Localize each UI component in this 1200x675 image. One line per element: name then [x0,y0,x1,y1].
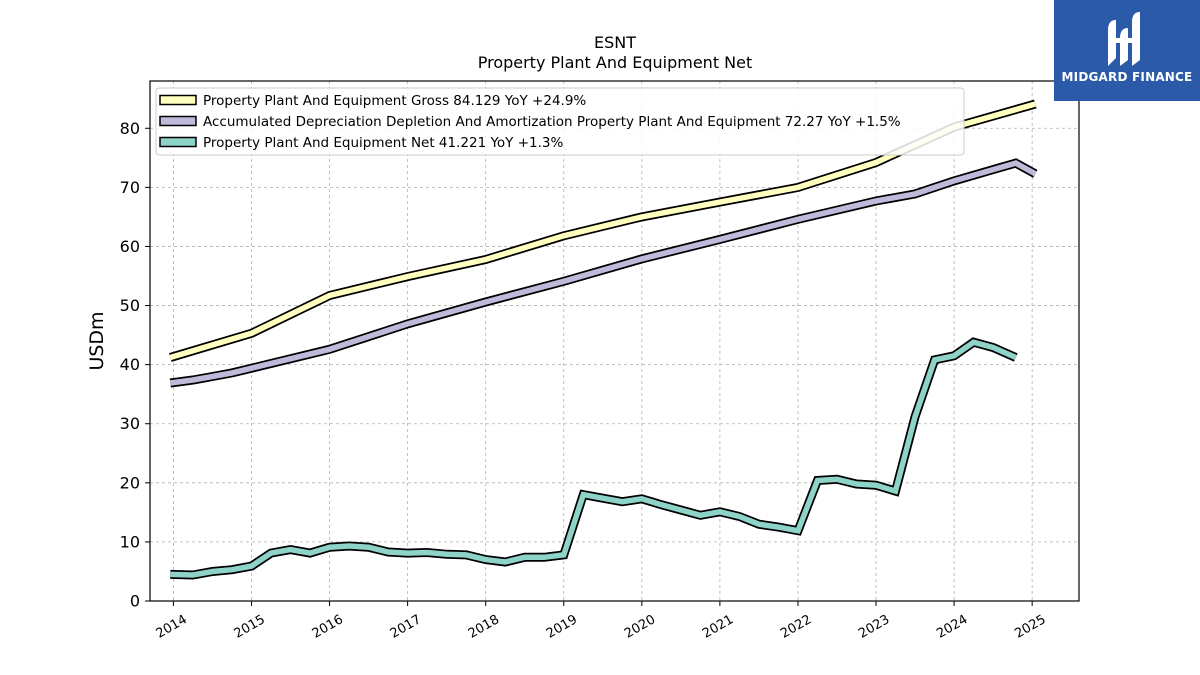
series-line-2 [169,160,1037,386]
x-tick-label: 2022 [778,612,814,642]
series-line-1 [169,101,1037,361]
grid [150,81,1079,602]
plot-frame [149,80,1080,602]
legend: Property Plant And Equipment Gross 84.12… [155,87,965,156]
x-axis: 2014 2015 2016 2017 2018 2019 2020 2021 2022 2023… [154,601,1048,642]
series-outline-3 [170,337,1018,580]
y-tick-label: 50 [120,296,140,315]
legend-box [155,87,965,156]
x-tick-label: 2020 [622,612,658,642]
x-tick-label: 2018 [466,612,502,642]
x-tick-label: 2014 [154,612,190,642]
y-tick-label: 20 [120,473,140,492]
chart-title: ESNT [594,33,636,52]
x-tick-label: 2019 [544,612,580,642]
legend-swatch-3 [159,136,197,148]
legend-label-1: Property Plant And Equipment Gross 84.12… [203,93,586,109]
y-tick-label: 30 [120,414,140,433]
x-tick-label: 2017 [388,612,424,642]
y-tick-label: 70 [120,178,140,197]
legend-label-2: Accumulated Depreciation Depletion And A… [203,114,901,130]
y-tick-label: 40 [120,355,140,374]
logo-mark-icon [1108,12,1140,66]
x-tick-label: 2025 [1012,612,1048,642]
brand-logo: MIDGARD FINANCE [1054,0,1200,101]
legend-swatch-2 [159,115,197,127]
series-layer [169,99,1038,580]
y-tick-label: 80 [120,119,140,138]
x-tick-label: 2021 [700,612,736,642]
y-axis-label: USDm [86,311,108,370]
y-tick-label: 0 [130,592,140,611]
legend-swatch-1 [159,94,197,106]
x-tick-label: 2024 [934,612,970,642]
x-tick-label: 2015 [232,612,268,642]
y-axis: 0 10 20 30 40 50 60 70 80 [120,119,150,611]
series-line-3 [170,339,1017,578]
x-tick-label: 2016 [310,612,346,642]
legend-label-3: Property Plant And Equipment Net 41.221 … [203,135,563,151]
x-tick-label: 2023 [856,612,892,642]
logo-text: MIDGARD FINANCE [1061,70,1193,84]
y-tick-label: 10 [120,532,140,551]
y-tick-label: 60 [120,237,140,256]
chart-subtitle: Property Plant And Equipment Net [478,53,753,72]
